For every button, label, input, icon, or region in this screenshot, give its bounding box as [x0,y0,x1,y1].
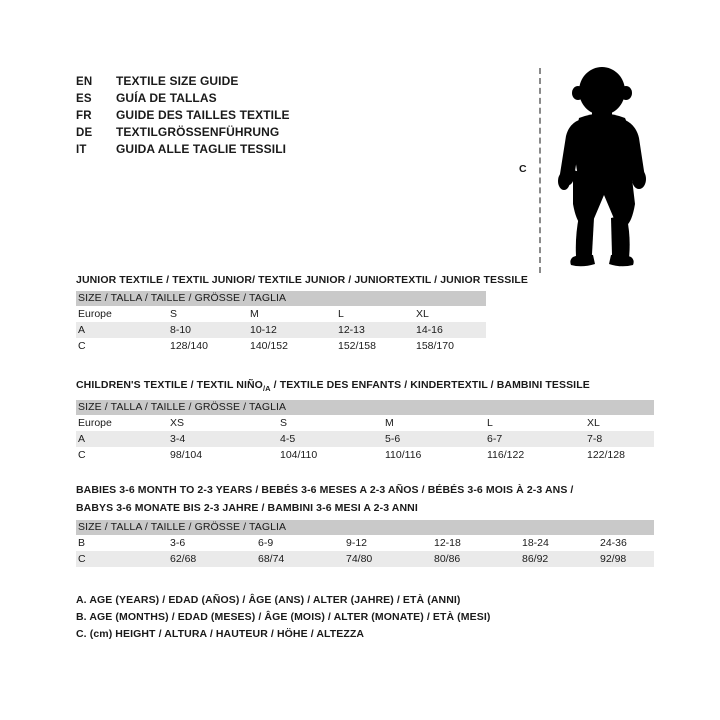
cell: 116/122 [487,449,525,462]
babies-table-block: BABIES 3-6 MONTH TO 2-3 YEARS / BEBÉS 3-… [76,483,655,567]
row-label: Europe [78,308,112,320]
row-label: C [78,553,86,565]
children-size-header-label: SIZE / TALLA / TAILLE / GRÖSSE / TAGLIA [78,401,287,414]
language-row-de: DE TEXTILGRÖSSENFÜHRUNG [76,125,406,142]
children-title-suffix: / TEXTILE DES ENFANTS / KINDERTEXTIL / B… [270,379,590,391]
cell: 12-13 [338,324,365,336]
language-code: ES [76,93,92,105]
babies-size-table: SIZE / TALLA / TAILLE / GRÖSSE / TAGLIA … [76,520,655,567]
cell: 62/68 [170,553,197,565]
cell: 9-12 [346,537,368,549]
row-label: A [78,433,86,446]
cell: 3-4 [170,433,186,446]
table-row: A 8-10 10-12 12-13 14-16 [76,322,486,338]
language-title: GUIDE DES TAILLES TEXTILE [116,108,290,122]
junior-table-block: JUNIOR TEXTILE / TEXTIL JUNIOR/ TEXTILE … [76,273,528,354]
cell: 158/170 [416,340,454,352]
babies-table-title-line1: BABIES 3-6 MONTH TO 2-3 YEARS / BEBÉS 3-… [76,484,574,496]
children-size-table: SIZE / TALLA / TAILLE / GRÖSSE / TAGLIA … [76,400,655,464]
children-title-sub: /A [262,384,271,394]
child-silhouette-icon [558,67,646,267]
language-title-block: EN TEXTILE SIZE GUIDE ES GUÍA DE TALLAS … [76,74,406,159]
babies-size-header-row: SIZE / TALLA / TAILLE / GRÖSSE / TAGLIA [76,520,655,535]
cell: 140/152 [250,340,288,352]
junior-size-header-row: SIZE / TALLA / TAILLE / GRÖSSE / TAGLIA [76,291,486,306]
children-table-title: CHILDREN'S TEXTILE / TEXTIL NIÑO/A / TEX… [76,378,654,396]
row-label: A [78,324,86,336]
language-title: GUÍA DE TALLAS [116,91,217,105]
cell: 74/80 [346,553,373,565]
junior-size-table: SIZE / TALLA / TAILLE / GRÖSSE / TAGLIA … [76,291,486,354]
cell: S [280,417,288,430]
language-row-fr: FR GUIDE DES TAILLES TEXTILE [76,108,406,125]
dashed-measure-line [539,68,541,273]
cell: 7-8 [587,433,603,446]
cell: 86/92 [522,553,549,565]
language-title: TEXTILE SIZE GUIDE [116,74,239,88]
cell: 122/128 [587,449,625,462]
language-title: GUIDA ALLE TAGLIE TESSILI [116,142,287,156]
language-code: IT [76,144,87,156]
table-row: C 98/104 104/110 110/116 116/122 122/128 [76,447,655,464]
children-table-block: CHILDREN'S TEXTILE / TEXTIL NIÑO/A / TEX… [76,378,655,464]
height-measurement-diagram: C [505,58,665,280]
cell: 110/116 [385,449,422,462]
language-row-en: EN TEXTILE SIZE GUIDE [76,74,406,91]
cell: XL [587,417,600,430]
language-code: EN [76,76,93,88]
cell: 4-5 [280,433,296,446]
cell: 152/158 [338,340,376,352]
cell: S [170,308,178,320]
language-code: FR [76,110,92,122]
cell: 12-18 [434,537,461,549]
cell: 8-10 [170,324,192,336]
cell: 10-12 [250,324,277,336]
table-row: C 62/68 68/74 74/80 80/86 86/92 92/98 [76,551,655,567]
table-row: A 3-4 4-5 5-6 6-7 7-8 [76,431,655,448]
cell: L [338,308,344,320]
children-size-header-row: SIZE / TALLA / TAILLE / GRÖSSE / TAGLIA [76,400,655,416]
cell: 104/110 [280,449,318,462]
babies-size-header-label: SIZE / TALLA / TAILLE / GRÖSSE / TAGLIA [78,521,287,533]
cell: M [250,308,259,320]
cell: XL [416,308,429,320]
cell: 24-36 [600,537,627,549]
language-code: DE [76,127,93,139]
cell: 6-9 [258,537,274,549]
row-label: C [78,449,86,462]
children-title-prefix: CHILDREN'S TEXTILE / TEXTIL NIÑO [76,379,263,391]
cell: 68/74 [258,553,285,565]
language-title: TEXTILGRÖSSENFÜHRUNG [116,125,280,139]
legend-line-b: B. AGE (MONTHS) / EDAD (MESES) / ÂGE (MO… [76,611,491,623]
measure-label-c: C [519,163,527,175]
cell: 128/140 [170,340,208,352]
cell: 18-24 [522,537,549,549]
language-row-it: IT GUIDA ALLE TAGLIE TESSILI [76,142,406,159]
row-label: Europe [78,417,112,430]
language-row-es: ES GUÍA DE TALLAS [76,91,406,108]
cell: 80/86 [434,553,461,565]
cell: 92/98 [600,553,627,565]
cell: 98/104 [170,449,203,462]
cell: XS [170,417,185,430]
junior-table-title: JUNIOR TEXTILE / TEXTIL JUNIOR/ TEXTILE … [76,274,528,286]
legend-line-c: C. (cm) HEIGHT / ALTURA / HAUTEUR / HÖHE… [76,628,365,640]
cell: 6-7 [487,433,503,446]
legend-block: A. AGE (YEARS) / EDAD (AÑOS) / ÂGE (ANS)… [76,592,506,643]
table-row: Europe XS S M L XL [76,415,655,432]
cell: 5-6 [385,433,401,446]
cell: L [487,417,493,430]
cell: M [385,417,394,430]
cell: 14-16 [416,324,443,336]
table-row: Europe S M L XL [76,306,486,322]
table-row: C 128/140 140/152 152/158 158/170 [76,338,486,354]
cell: 3-6 [170,537,186,549]
junior-size-header-label: SIZE / TALLA / TAILLE / GRÖSSE / TAGLIA [78,292,287,304]
legend-line-a: A. AGE (YEARS) / EDAD (AÑOS) / ÂGE (ANS)… [76,594,461,606]
babies-table-title-line2: BABYS 3-6 MONATE BIS 2-3 JAHRE / BAMBINI… [76,502,418,514]
row-label: C [78,340,86,352]
table-row: B 3-6 6-9 9-12 12-18 18-24 24-36 [76,535,655,551]
row-label: B [78,537,86,549]
